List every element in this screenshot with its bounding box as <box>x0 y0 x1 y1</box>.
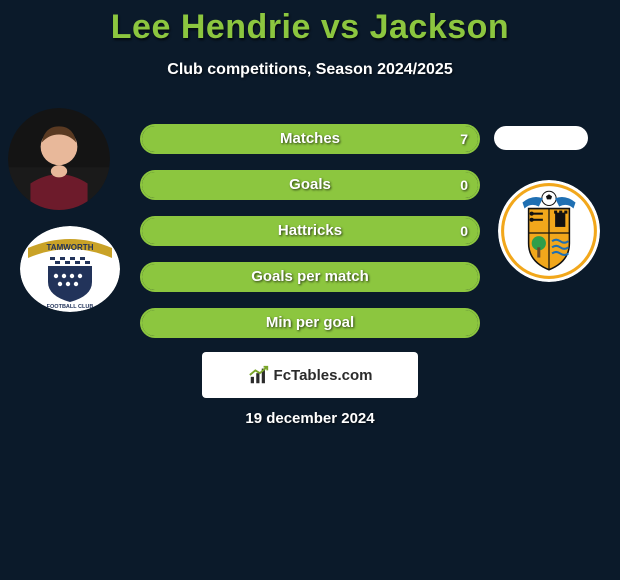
stat-label: Matches <box>142 126 478 152</box>
footer-brand-text: FcTables.com <box>274 367 373 384</box>
stat-label: Min per goal <box>142 310 478 336</box>
footer-brand-box[interactable]: FcTables.com <box>202 352 418 398</box>
stat-bar: Matches7 <box>140 124 480 154</box>
bar-chart-icon <box>248 364 270 386</box>
stat-label: Goals <box>142 172 478 198</box>
stat-label: Hattricks <box>142 218 478 244</box>
avatar-icon <box>8 108 110 210</box>
stat-value-right: 7 <box>460 126 468 152</box>
date-text: 19 december 2024 <box>0 410 620 427</box>
stat-bar: Hattricks0 <box>140 216 480 246</box>
subtitle: Club competitions, Season 2024/2025 <box>0 61 620 79</box>
crest-banner-text: TAMWORTH <box>47 243 94 252</box>
stats-container: Matches7Goals0Hattricks0Goals per matchM… <box>140 124 480 354</box>
crest-icon <box>498 180 600 282</box>
player-left-avatar <box>8 108 110 210</box>
crest-icon: TAMWORTH FOOTBALL CLUB <box>20 226 120 312</box>
club-left-badge: TAMWORTH FOOTBALL CLUB <box>20 226 120 312</box>
stat-bar: Goals0 <box>140 170 480 200</box>
stat-value-right: 0 <box>460 218 468 244</box>
stat-bar: Min per goal <box>140 308 480 338</box>
player-right-pill <box>494 126 588 150</box>
page-title: Lee Hendrie vs Jackson <box>0 0 620 47</box>
stat-bar: Goals per match <box>140 262 480 292</box>
club-right-badge <box>498 180 600 282</box>
stat-value-right: 0 <box>460 172 468 198</box>
crest-footer-text: FOOTBALL CLUB <box>47 304 94 310</box>
stat-label: Goals per match <box>142 264 478 290</box>
